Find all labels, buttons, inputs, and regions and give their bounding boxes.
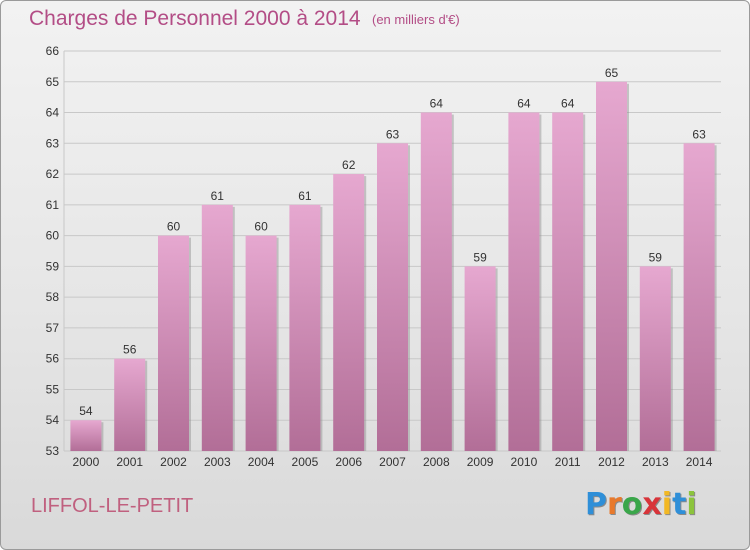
y-tick-label: 65 [46,75,60,89]
x-tick-label: 2005 [292,455,319,469]
bar [552,112,584,452]
logo-letter: P [585,487,607,522]
logo-letter: x [642,487,662,522]
x-tick-label: 2006 [335,455,362,469]
bar [464,266,496,451]
y-tick-label: 61 [46,198,60,212]
bar [201,204,233,451]
chart-title: Charges de Personnel 2000 à 2014 [29,7,361,30]
data-label: 59 [649,250,663,264]
y-tick-label: 60 [46,229,60,243]
proxiti-logo: Proxiti [585,487,697,522]
y-tick-label: 62 [46,167,60,181]
y-tick-label: 64 [46,106,60,120]
x-tick-label: 2001 [116,455,143,469]
data-label: 60 [254,220,268,234]
data-label: 65 [605,66,619,80]
logo-letter: o [621,487,643,522]
y-tick-label: 53 [46,444,60,458]
x-tick-label: 2010 [511,455,538,469]
y-tick-label: 55 [46,382,60,396]
y-tick-label: 54 [46,413,60,427]
bar [158,235,189,451]
x-tick-label: 2009 [467,455,494,469]
logo-letter: t [672,487,687,522]
data-label: 63 [386,127,400,141]
data-label: 64 [561,97,575,111]
logo-letter: r [607,487,622,522]
x-tick-label: 2003 [204,455,231,469]
data-label: 64 [430,97,444,111]
logo-letter: i [661,487,673,522]
x-tick-label: 2014 [686,455,713,469]
bar [114,358,146,451]
bar [377,143,408,452]
data-label: 56 [123,343,137,357]
commune-name: LIFFOL-LE-PETIT [31,495,194,517]
y-tick-label: 57 [46,321,60,335]
x-tick-label: 2013 [642,455,669,469]
data-label: 62 [342,158,356,172]
bar [70,420,102,451]
chart-subtitle: (en milliers d'€) [372,12,460,27]
bar [683,143,715,452]
data-label: 61 [298,189,312,203]
x-tick-label: 2012 [598,455,625,469]
data-label: 54 [79,404,93,418]
bar [245,235,277,451]
x-tick-label: 2011 [555,455,581,469]
y-tick-label: 58 [46,290,60,304]
data-label: 59 [473,250,487,264]
x-tick-label: 2008 [423,455,450,469]
y-tick-label: 56 [46,352,60,366]
bar [333,174,365,452]
data-label: 60 [167,220,181,234]
x-tick-label: 2002 [160,455,187,469]
bar [289,204,321,451]
y-tick-label: 59 [46,259,60,273]
bar [596,81,627,452]
data-label: 61 [211,189,225,203]
x-tick-label: 2000 [73,455,100,469]
bar [639,266,671,451]
bar [420,112,452,452]
x-tick-label: 2004 [248,455,275,469]
x-tick-label: 2007 [379,455,406,469]
bar [508,112,540,452]
logo-letter: i [686,487,697,522]
y-tick-label: 63 [46,136,60,150]
y-tick-label: 66 [46,44,60,58]
data-label: 63 [692,127,706,141]
data-label: 64 [517,97,531,111]
